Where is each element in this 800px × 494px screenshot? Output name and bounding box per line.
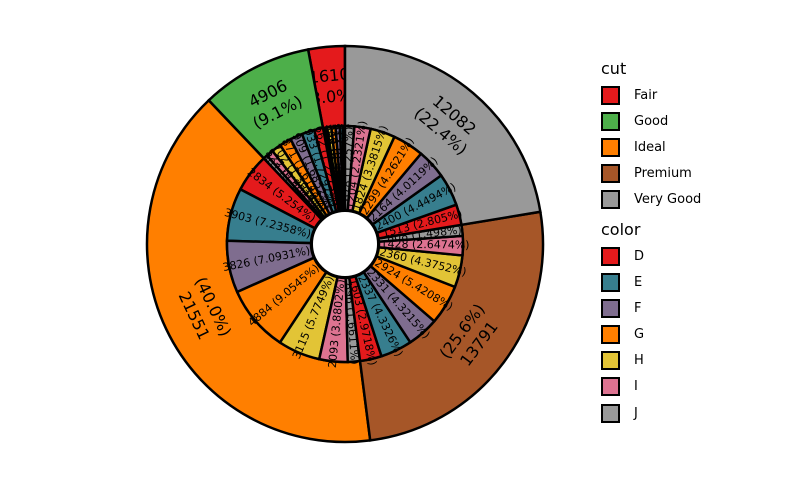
inner-ring-color: 163 (0.3022%)224 (0.4153%)312 (0.5784%)3… — [222, 120, 470, 369]
legend-item-i: I — [601, 374, 701, 400]
legend-swatch — [601, 85, 620, 105]
legend-item-g: G — [601, 322, 701, 348]
legend-title-cut: cut — [601, 59, 627, 78]
legend-swatch — [601, 325, 620, 345]
legend-label: Ideal — [634, 139, 666, 155]
center-hole — [311, 210, 379, 278]
legend-swatch — [601, 351, 620, 371]
legend-swatch — [601, 298, 620, 318]
legend-title-color: color — [601, 219, 641, 239]
outer-slice-label: 1610 — [308, 64, 350, 87]
legend-label: J — [634, 405, 638, 421]
inner-slice-label: 678 (1.257%) — [340, 126, 356, 201]
legend-label: Good — [634, 113, 669, 129]
legend-swatch — [601, 190, 620, 210]
legend-item-j: J — [601, 400, 701, 426]
legend-item-ideal: Ideal — [601, 134, 701, 160]
legend-item-good: Good — [601, 108, 701, 134]
legend-label: Very Good — [634, 192, 702, 208]
legend-item-premium: Premium — [601, 161, 701, 187]
legend-label: E — [634, 274, 643, 290]
legend-label: H — [634, 353, 644, 369]
outer-ring-cut: 1610(3.0%)4906(9.1%)21551(40.0%)13791(25… — [145, 44, 545, 444]
legend-swatch — [601, 403, 620, 423]
legend-swatch — [601, 137, 620, 157]
legend-label: G — [634, 327, 645, 343]
legend-cut-items: Fair Good Ideal Premium Very Good — [601, 82, 701, 213]
legend-item-f: F — [601, 295, 701, 321]
legend-item-very-good: Very Good — [601, 187, 701, 213]
legend-label: Fair — [634, 87, 658, 103]
legend-swatch — [601, 111, 620, 131]
legend-label: D — [634, 248, 645, 264]
legend-item-d: D — [601, 243, 701, 269]
legend-swatch — [601, 164, 620, 184]
legend: cut Fair Good Ideal Premium Very Good color … — [601, 58, 701, 426]
legend-swatch — [601, 272, 620, 292]
legend-item-fair: Fair — [601, 82, 701, 108]
legend-swatch — [601, 246, 620, 266]
legend-item-e: E — [601, 269, 701, 295]
legend-label: F — [634, 300, 642, 316]
legend-item-h: H — [601, 348, 701, 374]
legend-swatch — [601, 377, 620, 397]
legend-label: Premium — [634, 166, 692, 182]
legend-label: I — [634, 379, 638, 395]
